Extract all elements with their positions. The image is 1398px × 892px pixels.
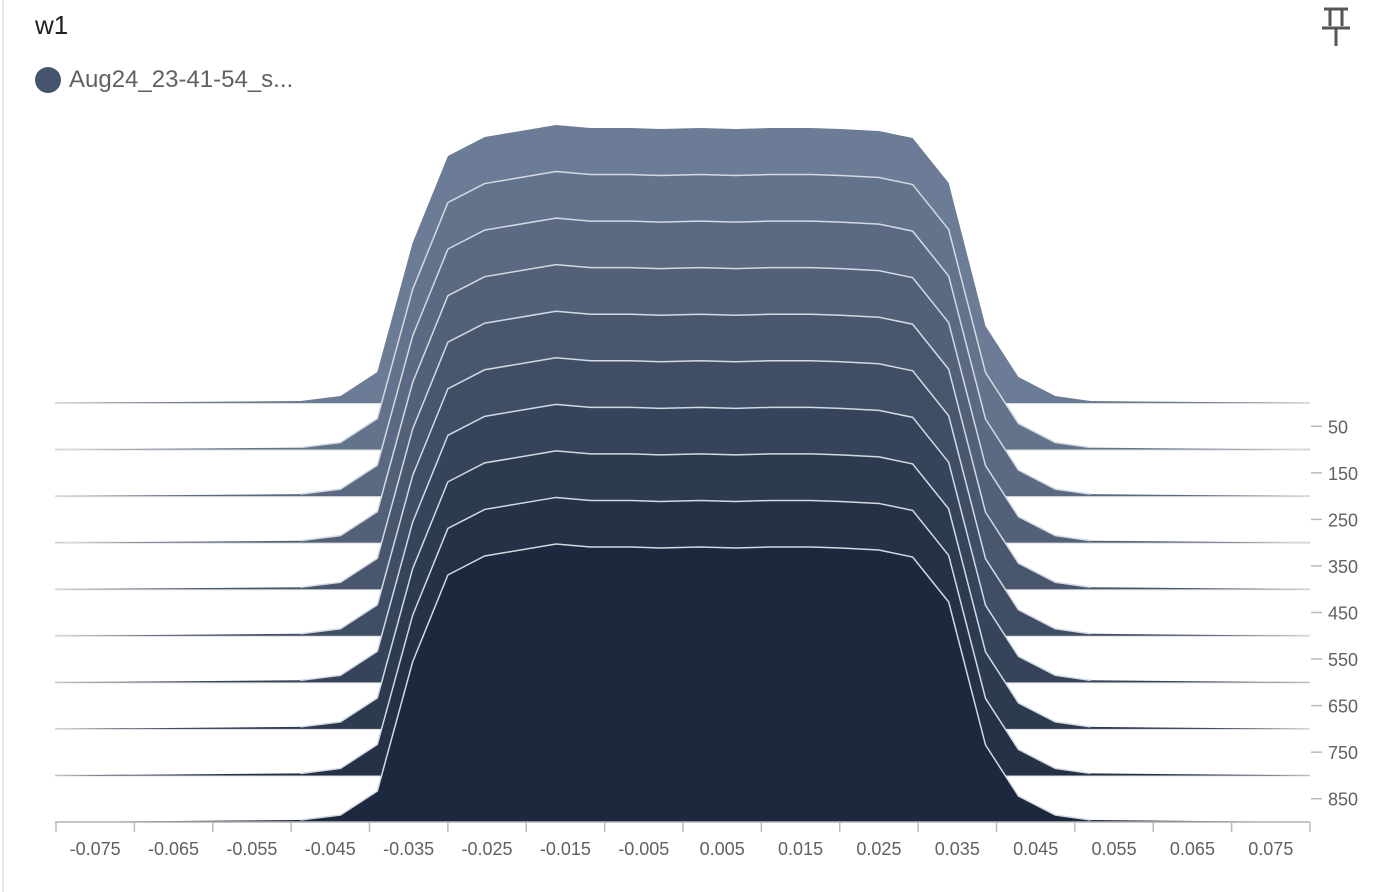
x-tick-label: -0.025 <box>462 839 513 859</box>
x-tick-label: -0.065 <box>148 839 199 859</box>
y-tick-label: 350 <box>1328 557 1358 577</box>
y-tick-label: 650 <box>1328 697 1358 717</box>
ridge-line-step-500 <box>300 357 1091 635</box>
x-tick-label: 0.065 <box>1170 839 1215 859</box>
y-tick-label: 50 <box>1328 417 1348 437</box>
run-color-dot <box>35 67 61 93</box>
y-tick-label: 850 <box>1328 790 1358 810</box>
ridge-line-step-100 <box>300 170 1091 449</box>
ridge-line-step-600 <box>300 403 1091 682</box>
pin-icon[interactable] <box>1318 4 1354 48</box>
y-tick-label: 250 <box>1328 510 1358 530</box>
ridge-line-step-300 <box>300 263 1091 542</box>
x-tick-label: -0.075 <box>70 839 121 859</box>
x-tick-label: 0.055 <box>1092 839 1137 859</box>
ridge-line-step-400 <box>300 310 1091 588</box>
y-tick-label: 450 <box>1328 604 1358 624</box>
x-tick-label: 0.025 <box>856 839 901 859</box>
x-tick-label: 0.005 <box>700 839 745 859</box>
y-tick-label: 550 <box>1328 650 1358 670</box>
y-tick-label: 150 <box>1328 464 1358 484</box>
x-tick-label: -0.015 <box>540 839 591 859</box>
ridge-line-step-700 <box>300 450 1091 728</box>
x-tick-label: 0.015 <box>778 839 823 859</box>
card-title: w1 <box>35 10 69 40</box>
x-tick-label: -0.055 <box>226 839 277 859</box>
histogram-step-900 <box>55 544 1310 822</box>
x-tick-label: 0.045 <box>1013 839 1058 859</box>
ridge-line-step-200 <box>300 217 1091 495</box>
y-tick-label: 750 <box>1328 743 1358 763</box>
x-tick-label: 0.075 <box>1248 839 1293 859</box>
run-label: Aug24_23-41-54_s... <box>69 66 294 93</box>
legend: Aug24_23-41-54_s... <box>35 66 293 94</box>
ridge-line-step-900 <box>300 543 1091 821</box>
x-tick-label: 0.035 <box>935 839 980 859</box>
ridge-line-step-800 <box>300 496 1091 775</box>
x-tick-label: -0.045 <box>305 839 356 859</box>
x-tick-label: -0.035 <box>383 839 434 859</box>
x-tick-label: -0.005 <box>618 839 669 859</box>
